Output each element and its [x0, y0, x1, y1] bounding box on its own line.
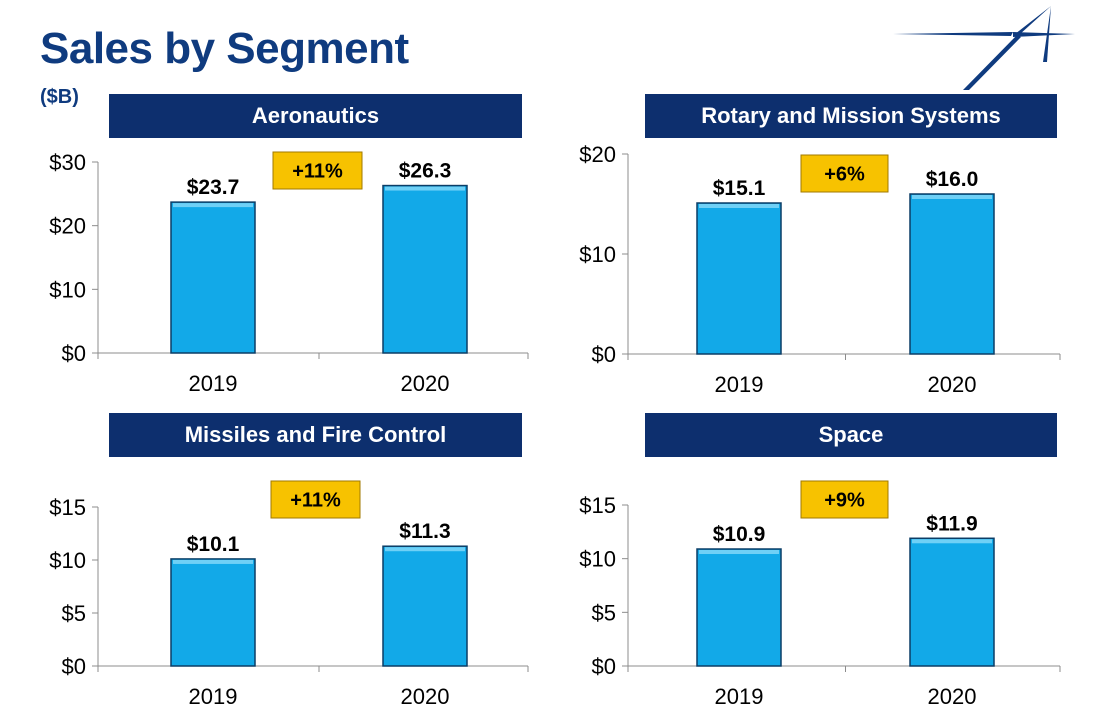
- bar: [696, 548, 782, 667]
- data-label: $15.1: [713, 177, 766, 200]
- y-tick-label: $20: [579, 142, 616, 167]
- growth-badge: [800, 480, 889, 519]
- bar: [382, 545, 468, 667]
- y-tick-label: $15: [579, 493, 616, 518]
- x-tick-label: 2019: [189, 684, 238, 709]
- data-label: $10.9: [713, 523, 766, 546]
- bar: [170, 558, 256, 667]
- y-tick-label: $20: [49, 214, 86, 239]
- y-tick-label: $10: [579, 547, 616, 572]
- bar: [909, 537, 995, 667]
- x-tick-label: 2020: [401, 684, 450, 709]
- growth-badge-label: +11%: [292, 161, 343, 183]
- growth-badge: [270, 480, 361, 519]
- y-tick-label: $0: [592, 654, 616, 679]
- y-tick-label: $0: [592, 342, 616, 367]
- panel-title-space: Space: [645, 413, 1057, 457]
- y-tick-label: $5: [592, 600, 616, 625]
- panel-title-missiles-and-fire-control: Missiles and Fire Control: [109, 413, 522, 457]
- x-tick-label: 2020: [928, 372, 977, 397]
- data-label: $11.9: [926, 512, 977, 535]
- bar-highlight: [173, 203, 253, 208]
- bar-highlight: [699, 550, 779, 555]
- y-tick-label: $15: [49, 495, 86, 520]
- bar-highlight: [699, 204, 779, 208]
- bar: [170, 201, 256, 354]
- y-tick-label: $0: [62, 341, 86, 366]
- data-label: $11.3: [399, 520, 450, 543]
- growth-badge: [272, 151, 363, 190]
- y-tick-label: $30: [49, 150, 86, 175]
- bar: [909, 193, 995, 355]
- growth-badge-label: +9%: [824, 490, 865, 512]
- growth-badge-label: +11%: [290, 490, 341, 512]
- growth-badge: [800, 154, 889, 193]
- panel-title-aeronautics: Aeronautics: [109, 94, 522, 138]
- y-tick-label: $5: [62, 601, 86, 626]
- bar-highlight: [912, 195, 992, 199]
- panel-title-rotary-and-mission-systems: Rotary and Mission Systems: [645, 94, 1057, 138]
- star-logo-icon: [893, 6, 1075, 90]
- bar: [696, 202, 782, 355]
- y-tick-label: $10: [49, 548, 86, 573]
- growth-badge-label: +6%: [824, 164, 865, 186]
- bar-highlight: [385, 547, 465, 552]
- units-label: ($B): [40, 86, 79, 108]
- page-title: Sales by Segment: [40, 24, 409, 73]
- data-label: $16.0: [926, 168, 979, 191]
- y-tick-label: $10: [579, 242, 616, 267]
- x-tick-label: 2020: [928, 684, 977, 709]
- bar-highlight: [385, 186, 465, 191]
- y-tick-label: $0: [62, 654, 86, 679]
- x-tick-label: 2019: [189, 371, 238, 396]
- bar-highlight: [173, 559, 253, 564]
- x-tick-label: 2019: [715, 372, 764, 397]
- bar-highlight: [912, 539, 992, 544]
- y-tick-label: $10: [49, 277, 86, 302]
- x-tick-label: 2019: [715, 684, 764, 709]
- bar: [382, 184, 468, 354]
- data-label: $10.1: [187, 533, 240, 556]
- x-tick-label: 2020: [401, 371, 450, 396]
- data-label: $23.7: [187, 176, 240, 199]
- data-label: $26.3: [399, 160, 452, 183]
